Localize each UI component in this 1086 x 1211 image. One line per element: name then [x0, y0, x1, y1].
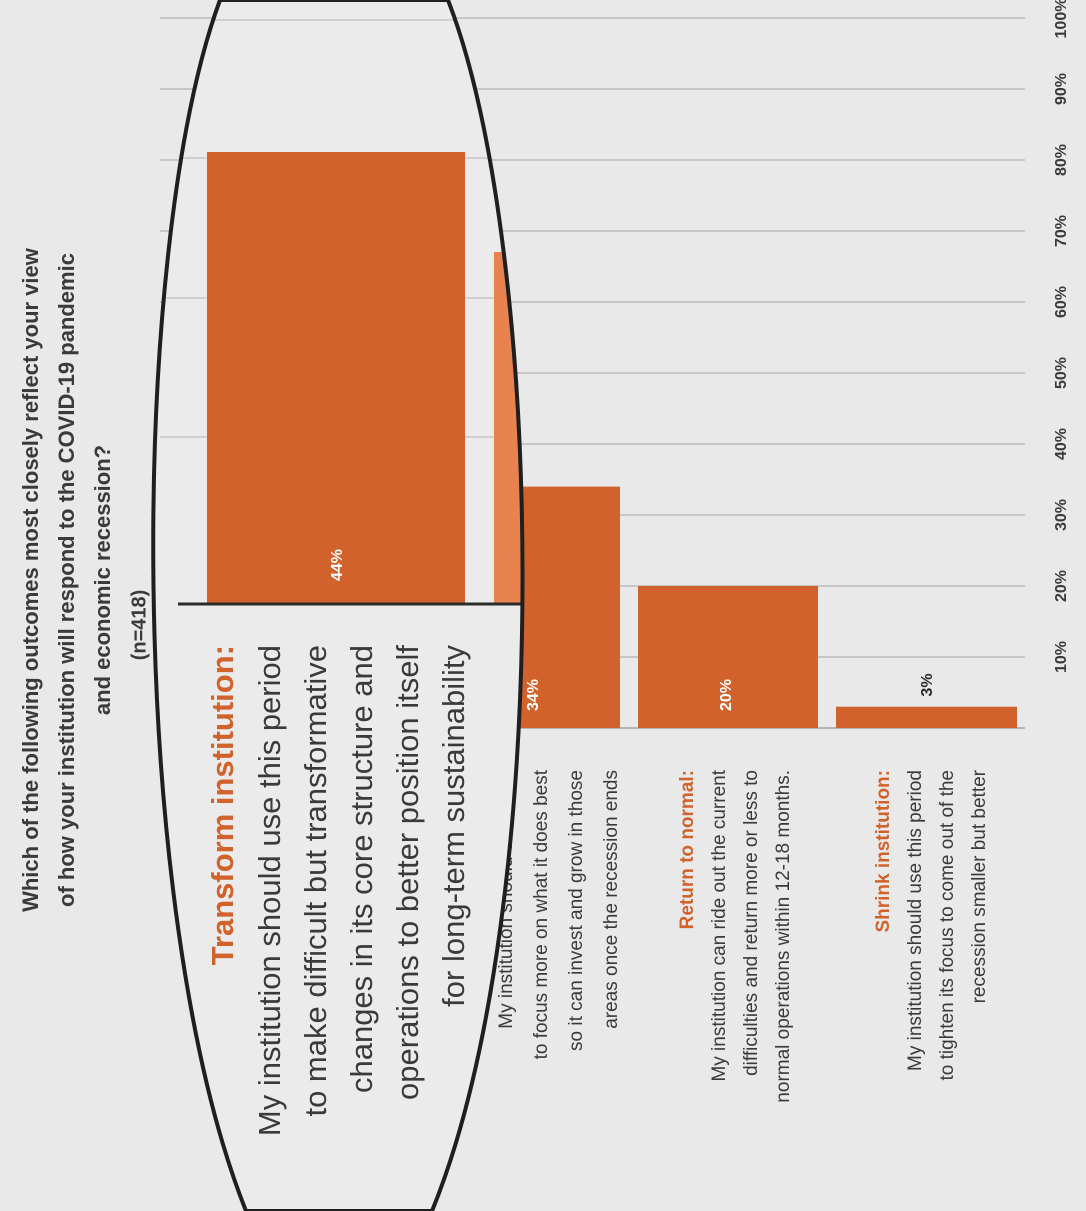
tick-label: 50% — [1053, 357, 1070, 389]
tick-label: 20% — [1053, 570, 1070, 602]
tick-label: 30% — [1053, 499, 1070, 531]
data-label: 20% — [718, 679, 735, 711]
category-label: My institution can ride out the current — [709, 769, 730, 1081]
category-label: so it can invest and grow in those — [566, 770, 587, 1051]
magnified-category-label: operations to better position itself — [390, 645, 425, 1100]
data-label: 3% — [919, 673, 936, 696]
magnified-category-label: for long-term sustainability — [436, 645, 471, 1007]
category-label: to tighten its focus to come out of the — [937, 770, 958, 1081]
magnified-category-label: My institution should use this period — [252, 645, 287, 1136]
magnified-bar — [207, 152, 465, 604]
chart-title: Which of the following outcomes most clo… — [18, 247, 150, 912]
tick-label: 10% — [1053, 641, 1070, 673]
magnified-data-label: 44% — [329, 549, 346, 581]
subtitle: (n=418) — [128, 590, 150, 661]
title-line: and economic recession? — [90, 445, 115, 715]
title-line: Which of the following outcomes most clo… — [18, 247, 43, 912]
category-label: difficulties and return more or less to — [741, 770, 762, 1076]
category-label: normal operations within 12-18 months. — [773, 770, 794, 1103]
tick-label: 40% — [1053, 428, 1070, 460]
magnified-category-label: changes in its core structure and — [344, 645, 379, 1093]
bar — [836, 706, 1017, 728]
tick-label: 80% — [1053, 144, 1070, 176]
category-label: Shrink institution: — [873, 770, 894, 933]
category-labels: My institution should use this p to focus… — [496, 769, 990, 1102]
magnified-category-label: to make difficult but transformative — [298, 645, 333, 1117]
category-label: to focus more on what it does best — [531, 769, 552, 1059]
category-label: areas once the recession ends — [601, 770, 622, 1029]
x-axis-ticks: 10% 20% 30% 40% 50% 60% 70% 80% 90% 100% — [1053, 0, 1070, 673]
category-label: recession smaller but better — [969, 769, 990, 1003]
tick-label: 60% — [1053, 286, 1070, 318]
category-label: My institution should use this period — [905, 770, 926, 1071]
title-line: of how your institution will respond to … — [54, 253, 79, 907]
tick-label: 100% — [1053, 0, 1070, 38]
tick-label: 90% — [1053, 73, 1070, 105]
tick-label: 70% — [1053, 215, 1070, 247]
category-label: Return to normal: — [677, 770, 698, 929]
magnified-view: 44% Transform institution: My institution … — [160, 19, 523, 1136]
magnifier-rim — [151, 0, 525, 1211]
data-label: 34% — [525, 679, 542, 711]
bar — [638, 586, 818, 728]
magnified-category-label: Transform institution: — [205, 645, 240, 965]
